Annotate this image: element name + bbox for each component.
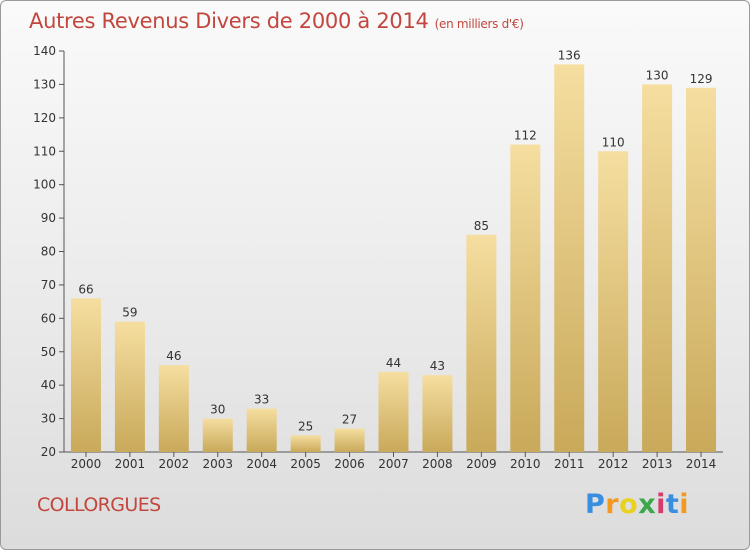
bar <box>510 144 541 453</box>
x-tick-label: 2013 <box>642 457 673 471</box>
data-label: 30 <box>210 403 225 417</box>
bar <box>598 151 629 452</box>
commune-name: COLLORGUES <box>37 494 161 516</box>
y-tick-label: 120 <box>33 111 56 125</box>
bar <box>70 298 101 452</box>
chart-title: Autres Revenus Divers de 2000 à 2014 (en … <box>29 9 524 33</box>
bar <box>114 321 145 452</box>
logo-letter: i <box>679 489 690 520</box>
x-tick-label: 2007 <box>378 457 409 471</box>
y-tick-label: 70 <box>41 278 56 292</box>
x-tick-label: 2009 <box>466 457 497 471</box>
bar <box>466 234 497 452</box>
y-tick-label: 40 <box>41 378 56 392</box>
x-tick-label: 2002 <box>159 457 190 471</box>
bar <box>334 428 365 452</box>
x-tick-label: 2000 <box>71 457 102 471</box>
data-label: 33 <box>254 393 269 407</box>
data-label: 129 <box>690 72 713 86</box>
x-tick-label: 2012 <box>598 457 629 471</box>
y-tick-label: 140 <box>33 44 56 58</box>
x-tick-label: 2004 <box>246 457 277 471</box>
x-tick-label: 2003 <box>202 457 233 471</box>
data-label: 66 <box>78 282 93 296</box>
x-tick-label: 2001 <box>115 457 146 471</box>
logo-letter: o <box>619 489 639 520</box>
x-tick-label: 2008 <box>422 457 453 471</box>
bar <box>554 64 585 452</box>
data-label: 110 <box>602 135 625 149</box>
x-tick-label: 2005 <box>290 457 321 471</box>
logo-letter: r <box>605 489 620 520</box>
chart-title-unit: (en milliers d'€) <box>434 17 524 31</box>
logo-letter: i <box>656 489 666 520</box>
x-tick-label: 2010 <box>510 457 541 471</box>
logo-letter: P <box>585 489 606 520</box>
bar <box>246 408 277 452</box>
y-tick-label: 110 <box>33 144 56 158</box>
x-tick-label: 2014 <box>686 457 717 471</box>
data-label: 136 <box>558 48 581 62</box>
data-label: 112 <box>514 129 537 143</box>
bar <box>686 87 717 452</box>
x-tick-label: 2006 <box>334 457 365 471</box>
bar <box>642 84 673 453</box>
y-tick-label: 20 <box>41 445 56 459</box>
proxiti-logo: Proxiti <box>585 489 689 520</box>
y-tick-label: 60 <box>41 311 56 325</box>
bar <box>290 435 321 452</box>
y-tick-label: 90 <box>41 211 56 225</box>
bar <box>202 418 233 452</box>
x-tick-label: 2011 <box>554 457 585 471</box>
data-label: 25 <box>298 419 313 433</box>
data-label: 44 <box>386 356 401 370</box>
data-label: 130 <box>646 68 669 82</box>
y-tick-label: 80 <box>41 245 56 259</box>
bar <box>158 365 189 452</box>
data-label: 46 <box>166 349 181 363</box>
data-label: 59 <box>122 306 137 320</box>
data-label: 27 <box>342 413 357 427</box>
bar <box>422 375 453 452</box>
bar <box>378 371 409 452</box>
data-label: 43 <box>430 359 445 373</box>
y-tick-label: 100 <box>33 178 56 192</box>
y-tick-label: 30 <box>41 412 56 426</box>
chart-title-text: Autres Revenus Divers de 2000 à 2014 <box>29 9 429 33</box>
y-tick-label: 50 <box>41 345 56 359</box>
data-label: 85 <box>474 219 489 233</box>
logo-letter: x <box>638 489 657 520</box>
logo-letter: t <box>665 489 680 520</box>
y-tick-label: 130 <box>33 77 56 91</box>
